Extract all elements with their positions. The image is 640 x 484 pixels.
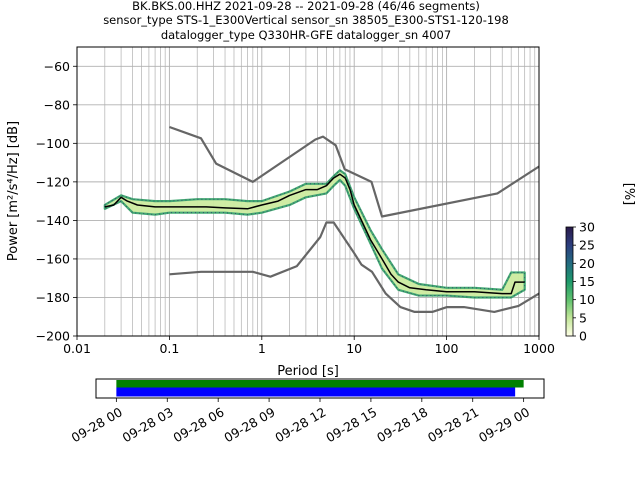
title-line-2: sensor_type STS-1_E300Vertical sensor_sn…: [103, 13, 509, 27]
x-tick-label: 100: [435, 341, 459, 356]
time-tick-label: 09-28 00: [69, 404, 125, 445]
time-tick-label: 09-28 06: [171, 404, 227, 445]
nhnm-line: [169, 125, 540, 218]
coverage-top-bar: [116, 380, 524, 388]
main-plot-frame: [76, 46, 540, 337]
colorbar-label: [%]: [621, 183, 636, 206]
mean-line: [104, 173, 525, 295]
time-tick-label: 09-28 15: [323, 404, 379, 445]
y-axis-label: Power [m²/s⁴/Hz] [dB]: [6, 121, 21, 261]
y-tick-label: −180: [36, 290, 70, 305]
y-tick-label: −100: [36, 136, 70, 151]
x-tick-label: 0.01: [63, 341, 91, 356]
time-tick-label: 09-28 12: [272, 404, 328, 445]
x-tick-label: 10: [346, 341, 362, 356]
colorbar-gradient: [565, 226, 574, 337]
time-tick-label: 09-28 09: [221, 404, 277, 445]
colorbar-tick-label: 5: [579, 310, 587, 325]
y-tick-label: −160: [36, 251, 70, 266]
time-tick-label: 09-28 03: [120, 404, 176, 445]
colorbar-tick-label: 20: [579, 256, 595, 271]
ppsd-density-band: [103, 169, 526, 299]
coverage-bars: [116, 380, 524, 397]
nlnm-line: [169, 221, 540, 313]
ppsd-band-dark-edge: [104, 169, 526, 298]
title-line-3: datalogger_type Q330HR-GFE datalogger_sn…: [161, 28, 451, 42]
x-axis-label: Period [s]: [277, 364, 339, 379]
y-tick-label: −80: [44, 97, 70, 112]
colorbar-tick-label: 30: [579, 220, 595, 235]
coverage-bottom-bar: [116, 387, 516, 397]
colorbar-tick-label: 0: [579, 329, 587, 344]
title-line-1: BK.BKS.00.HHZ 2021-09-28 -- 2021-09-28 (…: [132, 0, 480, 13]
colorbar-tick-label: 25: [579, 238, 595, 253]
time-tick-label: 09-28 21: [425, 404, 481, 445]
colorbar: 0 5 10 15 20 25 30: [565, 220, 595, 344]
time-tick-label: 09-28 18: [374, 404, 430, 445]
colorbar-tick-label: 15: [579, 274, 595, 289]
y-tick-label: −60: [44, 59, 70, 74]
y-tick-label: −120: [36, 174, 70, 189]
time-tick-label: 09-29 00: [476, 404, 532, 445]
y-tick-label: −140: [36, 213, 70, 228]
y-axis-ticks: −60 −80 −100 −120 −140 −160 −180 −200: [36, 59, 77, 344]
x-axis-ticks: 0.01 0.1 1 10 100 1000: [63, 336, 555, 356]
colorbar-tick-label: 10: [579, 292, 595, 307]
x-tick-label: 0.1: [159, 341, 179, 356]
ppsd-lines: [104, 125, 540, 313]
x-tick-label: 1: [258, 341, 266, 356]
y-tick-label: −200: [36, 329, 70, 344]
x-tick-label: 1000: [523, 341, 555, 356]
